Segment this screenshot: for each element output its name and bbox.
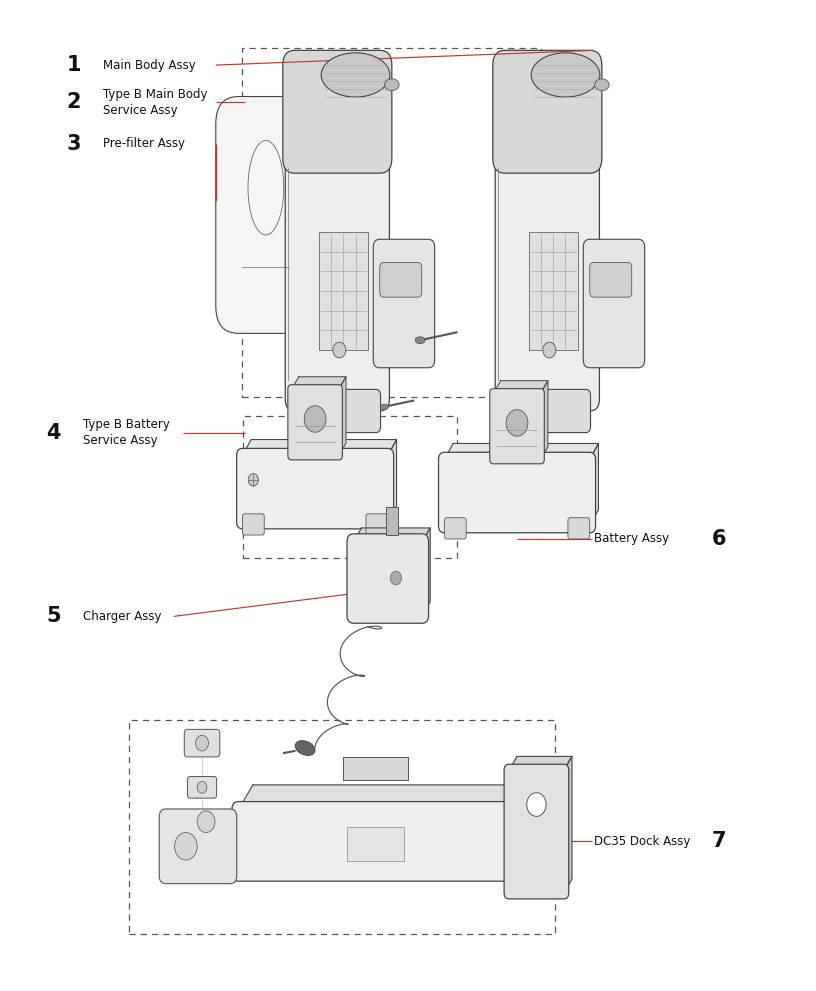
Circle shape	[543, 342, 556, 358]
Polygon shape	[422, 528, 430, 615]
Text: Type B Main Body
Service Assy: Type B Main Body Service Assy	[103, 88, 207, 117]
FancyBboxPatch shape	[490, 388, 544, 464]
Ellipse shape	[380, 404, 388, 409]
Circle shape	[333, 342, 346, 358]
FancyBboxPatch shape	[438, 452, 596, 533]
FancyBboxPatch shape	[568, 517, 590, 539]
Text: Type B Battery
Service Assy: Type B Battery Service Assy	[82, 418, 170, 447]
Text: 1: 1	[66, 55, 81, 75]
Ellipse shape	[531, 53, 600, 97]
Text: Pre-filter Assy: Pre-filter Assy	[103, 137, 184, 151]
Polygon shape	[242, 440, 397, 456]
Ellipse shape	[322, 53, 390, 97]
Polygon shape	[388, 440, 397, 522]
Text: 5: 5	[47, 606, 60, 626]
Circle shape	[248, 474, 259, 486]
FancyBboxPatch shape	[286, 137, 389, 411]
Text: DC35 Dock Assy: DC35 Dock Assy	[594, 834, 690, 848]
Circle shape	[526, 793, 546, 817]
Polygon shape	[291, 377, 346, 389]
Circle shape	[304, 405, 326, 432]
FancyBboxPatch shape	[495, 137, 600, 411]
Bar	[348, 826, 404, 861]
Polygon shape	[238, 785, 527, 810]
Text: Charger Assy: Charger Assy	[82, 609, 161, 623]
Circle shape	[506, 409, 528, 436]
Ellipse shape	[197, 811, 215, 832]
FancyBboxPatch shape	[242, 513, 264, 535]
Circle shape	[196, 735, 209, 751]
Polygon shape	[339, 377, 346, 456]
Circle shape	[390, 571, 401, 585]
FancyBboxPatch shape	[366, 513, 388, 535]
FancyBboxPatch shape	[232, 802, 520, 881]
Bar	[386, 507, 398, 535]
FancyBboxPatch shape	[583, 239, 645, 368]
Polygon shape	[564, 756, 572, 893]
Text: 3: 3	[66, 134, 81, 154]
Polygon shape	[344, 757, 408, 780]
FancyBboxPatch shape	[493, 51, 602, 173]
Text: 4: 4	[47, 422, 60, 443]
Circle shape	[197, 782, 207, 793]
FancyBboxPatch shape	[159, 809, 237, 884]
FancyBboxPatch shape	[184, 729, 220, 757]
Text: 6: 6	[712, 529, 726, 549]
Polygon shape	[445, 443, 598, 460]
Text: 2: 2	[66, 92, 81, 112]
Ellipse shape	[175, 832, 197, 860]
Text: Main Body Assy: Main Body Assy	[103, 58, 196, 71]
FancyBboxPatch shape	[237, 448, 393, 529]
Polygon shape	[541, 381, 548, 460]
FancyBboxPatch shape	[283, 51, 392, 173]
Bar	[243, 416, 457, 558]
Polygon shape	[509, 756, 572, 770]
Bar	[129, 719, 555, 934]
FancyBboxPatch shape	[215, 96, 316, 333]
Bar	[242, 49, 541, 397]
Text: Battery Assy: Battery Assy	[594, 532, 669, 545]
Polygon shape	[513, 785, 527, 873]
FancyBboxPatch shape	[288, 385, 343, 460]
Polygon shape	[494, 381, 548, 393]
Bar	[319, 232, 368, 350]
FancyBboxPatch shape	[504, 764, 569, 899]
Ellipse shape	[384, 79, 399, 90]
Ellipse shape	[295, 740, 315, 755]
FancyBboxPatch shape	[347, 534, 428, 623]
FancyBboxPatch shape	[540, 389, 591, 433]
Bar	[529, 232, 578, 350]
Polygon shape	[590, 443, 598, 525]
Text: 7: 7	[712, 831, 726, 851]
Polygon shape	[353, 528, 430, 542]
Ellipse shape	[595, 79, 609, 90]
FancyBboxPatch shape	[590, 263, 632, 297]
FancyBboxPatch shape	[330, 389, 380, 433]
Circle shape	[322, 407, 333, 421]
FancyBboxPatch shape	[373, 239, 435, 368]
FancyBboxPatch shape	[445, 517, 466, 539]
FancyBboxPatch shape	[379, 263, 422, 297]
FancyBboxPatch shape	[188, 777, 216, 798]
Ellipse shape	[415, 337, 425, 344]
